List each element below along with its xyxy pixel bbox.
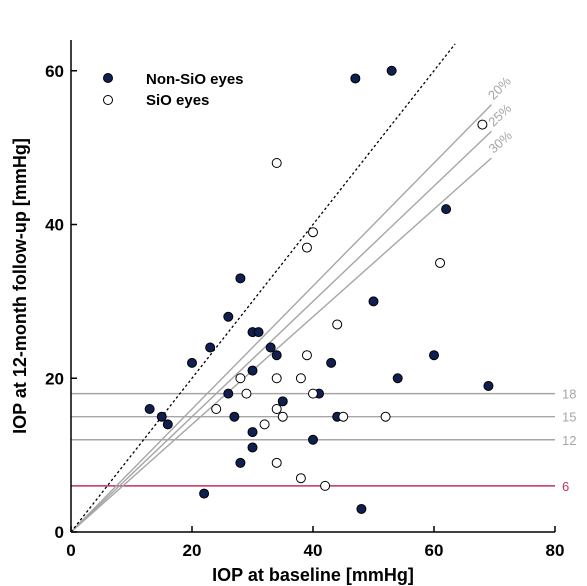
threshold-label-12: 12 (562, 433, 576, 448)
data-point-sio-0 (477, 119, 488, 130)
data-point-non-sio-19 (483, 380, 494, 391)
data-point-non-sio-18 (429, 350, 439, 361)
data-point-non-sio-29 (199, 488, 210, 499)
data-point-sio-2 (308, 227, 318, 238)
threshold-label-18: 18 (562, 387, 576, 402)
y-tick-label-0: 0 (55, 523, 64, 542)
data-point-sio-11 (241, 388, 252, 399)
data-point-sio-8 (301, 350, 312, 361)
data-point-non-sio-15 (326, 357, 337, 368)
data-point-non-sio-20 (144, 404, 155, 414)
x-tick-label-60: 60 (425, 541, 444, 560)
data-point-sio-3 (301, 242, 312, 253)
data-point-sio-7 (271, 373, 282, 384)
data-point-sio-9 (295, 373, 306, 384)
reduction-line-25% (70, 130, 492, 533)
data-point-non-sio-28 (235, 457, 246, 468)
data-point-sio-1 (271, 158, 282, 168)
data-point-non-sio-11 (187, 357, 197, 368)
reduction-line-20% (70, 104, 492, 533)
reference-lines-layer: 18 15 12 6 20%25%30% (70, 43, 576, 533)
data-point-sio-10 (308, 388, 318, 399)
data-point-non-sio-22 (162, 419, 173, 430)
data-point-sio-14 (277, 411, 288, 422)
data-point-sio-18 (271, 457, 282, 468)
data-point-sio-15 (338, 411, 349, 422)
y-tick-label-20: 20 (45, 369, 64, 388)
legend-label-sio: SiO eyes (146, 92, 209, 109)
data-point-non-sio-23 (229, 411, 240, 422)
data-point-non-sio-30 (356, 503, 367, 514)
data-point-non-sio-4 (223, 311, 234, 322)
data-point-non-sio-27 (247, 442, 258, 453)
ticks-layer: 0 20 40 60 80 0 20 40 60 (45, 62, 564, 560)
x-tick-label-80: 80 (546, 541, 565, 560)
y-axis-title: IOP at 12-month follow-up [mmHg] (10, 138, 30, 434)
data-point-non-sio-5 (368, 296, 379, 307)
data-point-sio-17 (259, 419, 270, 430)
data-point-non-sio-3 (235, 273, 246, 284)
threshold-label-15: 15 (562, 410, 576, 425)
reduction-label-30%: 30% (485, 127, 515, 156)
data-point-sio-13 (271, 404, 282, 414)
data-points-layer (144, 65, 494, 514)
x-axis-title: IOP at baseline [mmHg] (212, 565, 414, 585)
data-point-sio-5 (332, 319, 343, 330)
data-point-non-sio-17 (392, 373, 403, 384)
reduction-label-20%: 20% (485, 73, 514, 102)
data-point-sio-16 (380, 411, 391, 422)
y-tick-label-40: 40 (45, 216, 64, 235)
data-point-non-sio-1 (386, 65, 397, 76)
legend-marker-sio (103, 95, 113, 105)
data-point-non-sio-21 (156, 411, 167, 422)
legend: Non-SiO eyes SiO eyes (103, 71, 244, 109)
x-tick-label-0: 0 (66, 541, 75, 560)
x-tick-label-40: 40 (304, 541, 323, 560)
data-point-non-sio-9 (265, 342, 276, 353)
data-point-non-sio-14 (277, 396, 288, 407)
legend-marker-non-sio (103, 73, 113, 83)
data-point-non-sio-10 (271, 350, 282, 361)
x-tick-label-20: 20 (183, 541, 202, 560)
data-point-sio-12 (211, 404, 222, 414)
data-point-non-sio-0 (350, 73, 361, 84)
legend-label-non-sio: Non-SiO eyes (146, 71, 244, 88)
data-point-sio-6 (235, 373, 246, 384)
data-point-non-sio-13 (247, 365, 258, 376)
threshold-label-6: 6 (562, 479, 569, 494)
data-point-non-sio-24 (247, 427, 258, 438)
data-point-non-sio-26 (308, 434, 318, 445)
y-tick-label-60: 60 (45, 62, 64, 81)
data-point-non-sio-12 (223, 388, 234, 399)
identity-line (70, 43, 456, 533)
data-point-non-sio-6 (205, 342, 216, 353)
data-point-sio-19 (295, 473, 306, 484)
data-point-sio-4 (435, 257, 446, 268)
reduction-line-30% (70, 157, 492, 533)
reduction-label-25%: 25% (485, 100, 515, 129)
data-point-non-sio-2 (441, 204, 452, 215)
data-point-sio-20 (320, 480, 331, 491)
data-point-non-sio-8 (253, 327, 264, 338)
